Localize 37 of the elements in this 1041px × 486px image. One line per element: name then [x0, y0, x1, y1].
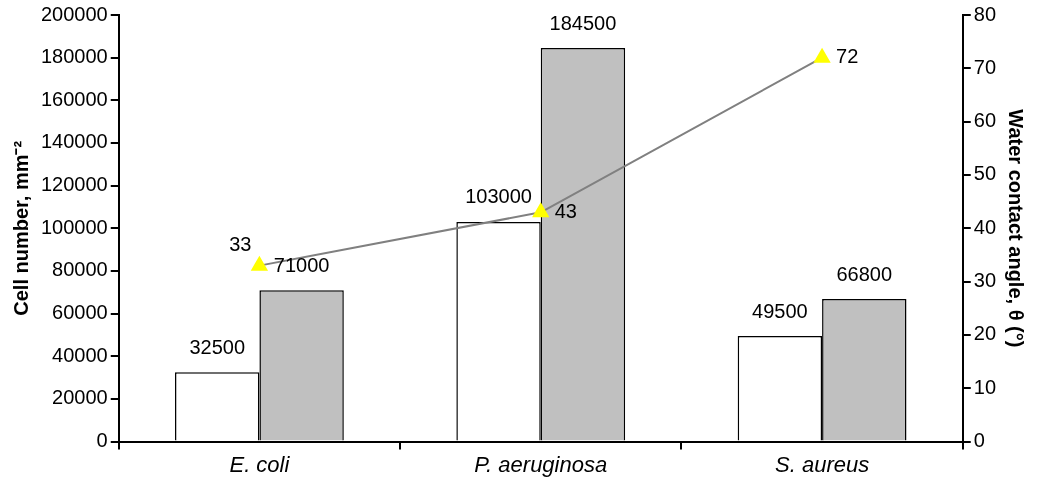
- y2-tick-label: 80: [973, 2, 996, 25]
- data-label: 66800: [836, 262, 893, 285]
- y2-tick-label: 20: [973, 322, 996, 345]
- data-label: 72: [836, 45, 859, 68]
- y-tick-label: 40000: [52, 343, 108, 366]
- x-tick-label: E. coli: [229, 451, 291, 477]
- y-tick-label: 0: [96, 429, 108, 452]
- data-label: 184500: [549, 11, 617, 34]
- y-tick-label: 160000: [40, 87, 108, 110]
- point: [251, 256, 268, 271]
- data-label: 43: [554, 199, 577, 222]
- data-label: 32500: [189, 335, 246, 358]
- y2-tick-label: 30: [973, 269, 996, 292]
- y2-tick-label: 50: [973, 162, 996, 185]
- point: [814, 48, 831, 63]
- y-tick-label: 80000: [52, 258, 108, 281]
- y2-tick-label: 10: [973, 375, 996, 398]
- y2-tick-label: 60: [973, 109, 996, 132]
- data-label: 71000: [273, 253, 330, 276]
- data-label: 49500: [752, 299, 808, 322]
- y-tick-label: 140000: [40, 130, 108, 153]
- y-tick-label: 180000: [40, 45, 108, 68]
- y-tick-label: 120000: [40, 173, 108, 196]
- x-tick-label: S. aureus: [775, 451, 870, 477]
- y-tick-label: 200000: [40, 2, 108, 25]
- y2-axis-title: Water contact angle, θ (°): [1005, 109, 1028, 348]
- y2-tick-label: 70: [973, 55, 996, 78]
- y-tick-label: 100000: [40, 215, 108, 238]
- y2-tick-label: 40: [973, 215, 996, 238]
- point: [532, 203, 549, 218]
- y-tick-label: 20000: [52, 386, 108, 409]
- y-tick-label: 60000: [52, 301, 108, 324]
- y-axis-title: Cell number, mm⁻²: [9, 140, 32, 316]
- y2-tick-label: 0: [973, 429, 985, 452]
- data-label: 33: [229, 233, 252, 256]
- x-tick-label: P. aeruginosa: [474, 451, 608, 477]
- data-label: 103000: [465, 185, 532, 208]
